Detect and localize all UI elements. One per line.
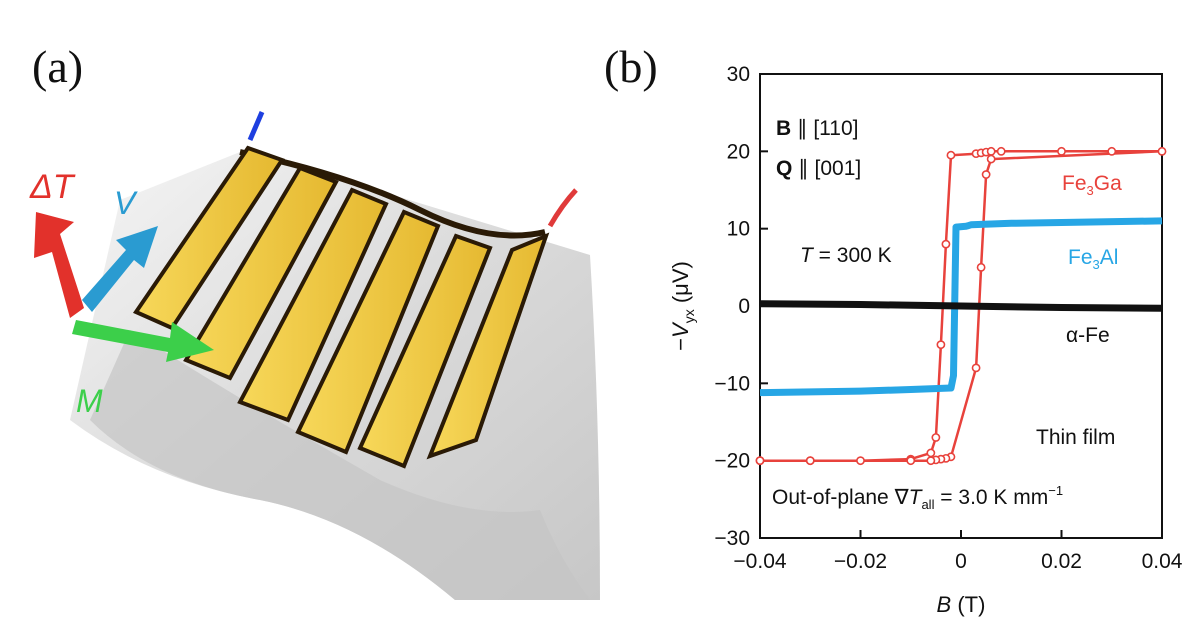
data-point [1057, 146, 1066, 156]
panel-a-label: (a) [32, 41, 83, 92]
y-axis-label-sub: yx [681, 309, 697, 323]
data-point [996, 146, 1006, 156]
y-axis-label-var: V [668, 321, 693, 338]
b-direction-symbol: B [776, 117, 791, 140]
data-point [805, 456, 815, 466]
temperature-symbol: T [800, 244, 815, 267]
data-point [931, 433, 941, 442]
y-axis-label-unit: (μV) [668, 261, 693, 309]
gradient-symbol: T [909, 486, 924, 509]
y-tick-label: 20 [727, 140, 750, 163]
legend-fe3ga: Fe3Ga [1062, 172, 1122, 198]
v-arrow-shape [82, 226, 158, 312]
legend-alpha-fe: α-Fe [1066, 324, 1110, 347]
x-axis-label: B (T) [937, 592, 986, 617]
data-point [976, 262, 986, 272]
q-direction-note: Q ∥ [001] [776, 157, 861, 180]
legend-fe3al-sub: 3 [1093, 257, 1100, 272]
x-tick-label: 0.02 [1041, 550, 1082, 573]
axis-ticks: −0.04 −0.02 0 0.02 0.04 −30 −20 −10 0 10 20 30 [714, 63, 1182, 573]
delta-t-arrow [34, 212, 84, 318]
y-tick-label: −20 [714, 450, 750, 473]
data-point [981, 170, 991, 179]
data-point [755, 456, 765, 466]
data-point [986, 154, 996, 164]
legend-fe3ga-tail: Ga [1094, 172, 1122, 195]
gradient-exp: −1 [1048, 483, 1063, 498]
legend-fe3al: Fe3Al [1068, 246, 1118, 272]
data-point [906, 456, 916, 466]
gradient-value: = 3.0 K mm [934, 486, 1048, 509]
series-line [759, 217, 1163, 397]
gradient-prefix: Out-of-plane ∇ [772, 486, 910, 509]
legend-fe3ga-sub: 3 [1087, 183, 1094, 198]
x-tick-label: −0.04 [733, 550, 786, 573]
x-tick-label: 0.04 [1142, 550, 1183, 573]
gold-stripe [237, 187, 389, 423]
substrate-shadow [90, 330, 590, 600]
panel-a: (a) ΔT V M [29, 41, 600, 600]
y-tick-label: 0 [738, 295, 750, 318]
panel-b-label: (b) [604, 41, 658, 92]
m-label: M [76, 383, 103, 419]
v-label: V [114, 185, 138, 221]
x-tick-label: −0.02 [834, 550, 887, 573]
gradient-note: Out-of-plane ∇Tall = 3.0 K mm−1 [772, 483, 1063, 512]
m-arrow [72, 320, 214, 362]
data-point [856, 456, 865, 466]
temperature-note: T = 300 K [800, 244, 892, 267]
data-point [1157, 146, 1167, 156]
legend-fe3ga-main: Fe [1062, 172, 1087, 195]
gold-stripe [295, 209, 441, 455]
gold-stripe [183, 165, 339, 381]
b-direction-text: ∥ [110] [791, 117, 858, 140]
film-note: Thin film [1036, 426, 1115, 449]
q-direction-text: ∥ [001] [792, 157, 861, 180]
electrode-wire-blue [247, 111, 265, 141]
y-tick-label: −30 [714, 527, 750, 550]
legend-fe3al-tail: Al [1100, 246, 1119, 269]
b-direction-note: B ∥ [110] [776, 117, 859, 140]
y-tick-label: 10 [727, 218, 750, 241]
data-point [1107, 146, 1117, 156]
thermopile-stripes [132, 145, 550, 469]
data-point [926, 448, 936, 458]
delta-t-label: ΔT [29, 168, 76, 206]
y-tick-label: 30 [727, 63, 750, 86]
series-line [759, 300, 1163, 312]
series-fe3ga [755, 146, 1167, 466]
gold-stripe [426, 232, 550, 460]
temperature-value: = 300 K [813, 244, 892, 267]
electrode-wire-red [547, 188, 578, 228]
data-point [936, 340, 946, 350]
delta-t-arrow-shape [34, 212, 84, 318]
legend-fe3al-main: Fe [1068, 246, 1093, 269]
y-axis-label-prefix: − [668, 338, 693, 351]
series-fe3al [759, 217, 1163, 397]
data-point [971, 363, 981, 373]
data-point [926, 456, 936, 466]
gold-stripe [357, 233, 493, 469]
x-tick-label: 0 [955, 550, 967, 573]
x-axis-label-var: B [937, 592, 952, 617]
v-arrow [82, 226, 158, 312]
q-direction-symbol: Q [776, 157, 792, 180]
y-tick-label: −10 [714, 372, 750, 395]
data-point [946, 150, 956, 160]
gradient-sub: all [921, 497, 934, 512]
data-point [941, 239, 951, 249]
series-alpha-fe [759, 300, 1163, 312]
panel-b: (b) −0.04 −0.02 0 0.02 0.04−30−20−100102030 … [604, 41, 1183, 617]
m-arrow-shape [72, 320, 214, 362]
y-axis-label: −Vyx (μV) [668, 261, 697, 351]
data-point [986, 146, 996, 156]
x-axis-label-unit: (T) [951, 592, 985, 617]
series-layer [755, 146, 1167, 466]
